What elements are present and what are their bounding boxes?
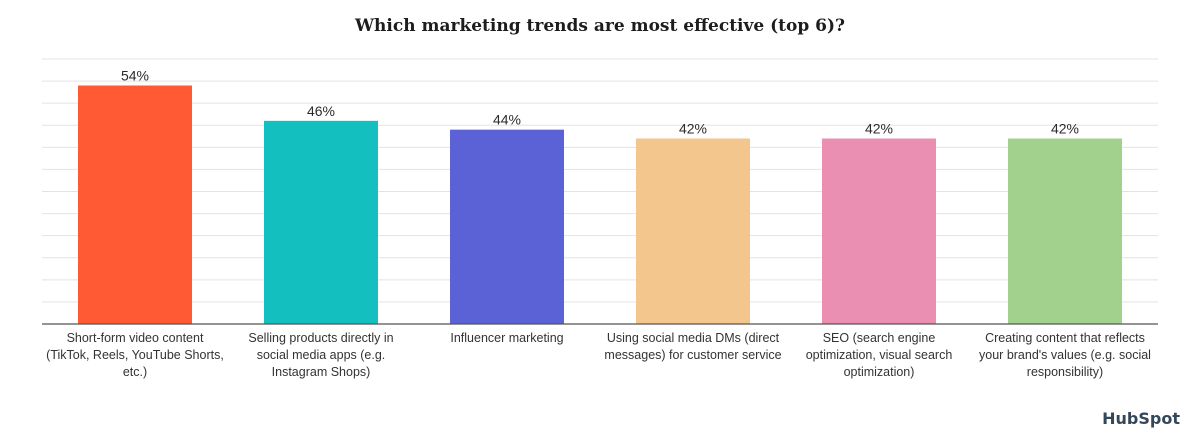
data-label: 46%	[307, 103, 335, 119]
data-label: 42%	[1051, 121, 1079, 137]
chart-title: Which marketing trends are most effectiv…	[354, 16, 846, 36]
data-label: 54%	[121, 68, 149, 84]
hubspot-logo: HubSpot	[1102, 409, 1180, 428]
bar	[264, 120, 378, 324]
data-label: 44%	[493, 112, 521, 128]
logo-text: HubSpot	[1102, 409, 1180, 428]
data-label: 42%	[679, 121, 707, 137]
bar	[450, 129, 564, 324]
bar	[1008, 138, 1122, 324]
bar	[78, 85, 192, 324]
bar	[822, 138, 936, 324]
data-label: 42%	[865, 121, 893, 137]
bar	[636, 138, 750, 324]
